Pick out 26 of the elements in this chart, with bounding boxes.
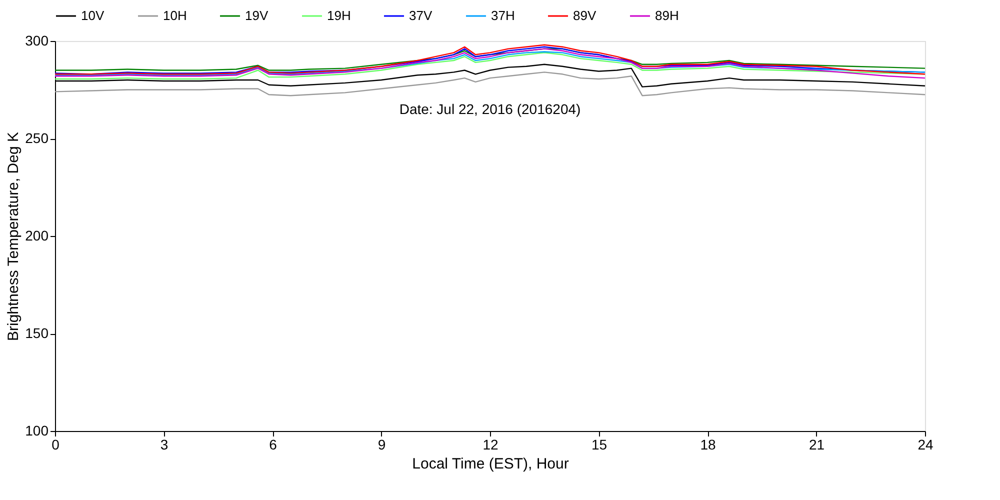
x-tick-label: 15 (591, 436, 608, 452)
y-tick-label: 100 (25, 422, 49, 438)
legend-label: 89H (655, 8, 679, 23)
x-tick-label: 18 (700, 436, 716, 452)
legend-label: 19H (327, 8, 351, 23)
x-tick-label: 6 (269, 436, 278, 452)
legend-label: 10V (81, 8, 104, 23)
x-tick-label: 0 (52, 436, 60, 452)
legend-label: 10H (163, 8, 187, 23)
y-tick-label: 300 (25, 32, 49, 48)
legend-label: 19V (245, 8, 268, 23)
line-series (54, 72, 926, 96)
y-tick-label: 200 (25, 228, 49, 244)
x-tick-label: 24 (918, 436, 934, 452)
legend-label: 89V (573, 8, 596, 23)
x-tick-label: 3 (160, 436, 168, 452)
x-tick-label: 21 (808, 436, 825, 452)
x-tick-label: 9 (378, 436, 386, 452)
annotation: Date: Jul 22, 2016 (2016204) (399, 101, 581, 117)
x-tick-label: 12 (482, 436, 498, 452)
y-tick-label: 250 (25, 130, 49, 146)
legend-label: 37H (491, 8, 515, 23)
x-axis-title: Local Time (EST), Hour (412, 456, 569, 472)
y-axis-title: Brightness Temperature, Deg K (5, 132, 22, 341)
y-tick-label: 150 (25, 325, 49, 341)
legend-label: 37V (409, 8, 432, 23)
